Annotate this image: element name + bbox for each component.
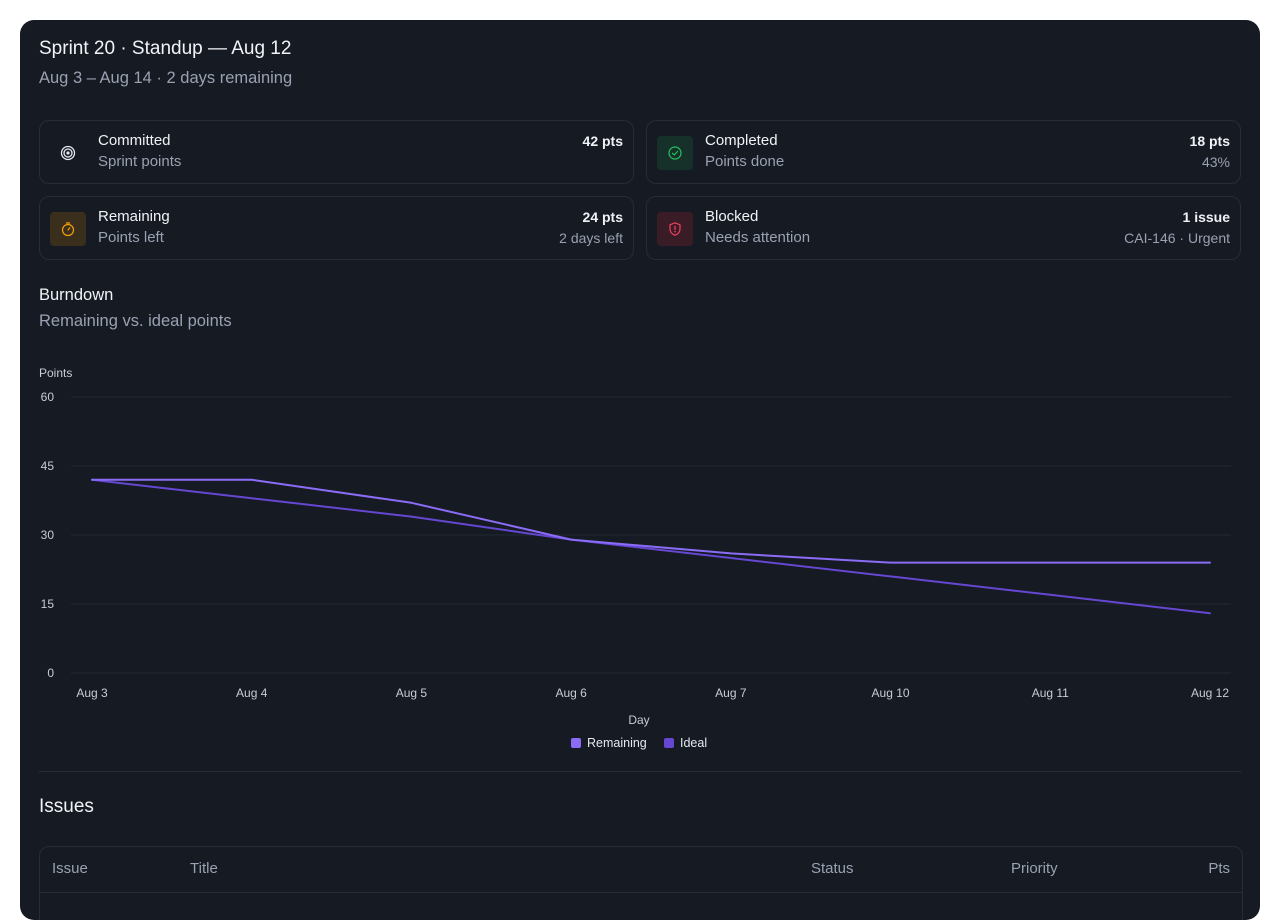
y-tick-label: 30 [41, 528, 55, 542]
x-tick-label: Aug 3 [76, 686, 108, 700]
stat-label: Blocked [705, 208, 759, 225]
x-tick-label: Aug 10 [872, 686, 910, 700]
burndown-subtitle: Remaining vs. ideal points [39, 312, 232, 330]
stat-secondary-value: 2 days left [559, 230, 623, 246]
stat-value: 18 pts [1189, 133, 1230, 149]
stopwatch-icon [50, 212, 86, 246]
stat-card-committed: Committed Sprint points 42 pts [39, 120, 634, 184]
x-tick-label: Aug 6 [555, 686, 587, 700]
x-axis-label: Day [628, 713, 649, 727]
y-axis-label: Points [39, 366, 72, 380]
column-header-status[interactable]: Status [811, 860, 854, 877]
page-subtitle: Aug 3 – Aug 14 · 2 days remaining [39, 69, 293, 87]
burndown-chart: Points 0 15 30 45 60 Aug 3 Aug 4 Aug 5 Aug 6 Aug 7… [39, 366, 1231, 750]
legend-label-remaining: Remaining [587, 736, 647, 750]
stat-value: 1 issue [1182, 209, 1230, 225]
series-line-ideal [91, 478, 1211, 615]
issues-title: Issues [39, 796, 94, 817]
section-divider [39, 771, 1241, 772]
stat-card-remaining: Remaining Points left 24 pts 2 days left [39, 196, 634, 260]
legend-label-ideal: Ideal [680, 736, 707, 750]
stat-sublabel: Points done [705, 153, 785, 170]
check-circle-icon [657, 136, 693, 170]
stat-card-completed: Completed Points done 18 pts 43% [646, 120, 1241, 184]
stat-label: Completed [705, 132, 778, 149]
column-header-issue[interactable]: Issue [52, 860, 88, 877]
page-title: Sprint 20 · Standup — Aug 12 [39, 38, 292, 59]
legend-swatch-remaining [571, 738, 581, 748]
target-icon [50, 136, 86, 170]
stat-value: 42 pts [582, 133, 623, 149]
stat-card-blocked: Blocked Needs attention 1 issue CAI-146 … [646, 196, 1241, 260]
y-tick-label: 15 [41, 597, 55, 611]
column-header-title[interactable]: Title [190, 860, 218, 877]
column-header-pts[interactable]: Pts [1208, 860, 1230, 877]
standup-panel: Sprint 20 · Standup — Aug 12 Aug 3 – Aug… [20, 20, 1260, 920]
series-line-remaining [91, 478, 1211, 564]
stat-label: Committed [98, 132, 171, 149]
shield-alert-icon [657, 212, 693, 246]
column-header-priority[interactable]: Priority [1011, 860, 1058, 877]
burndown-title: Burndown [39, 286, 114, 304]
x-tick-label: Aug 7 [715, 686, 747, 700]
x-tick-label: Aug 12 [1191, 686, 1229, 700]
stat-label: Remaining [98, 208, 170, 225]
stat-secondary-value: 43% [1201, 154, 1230, 170]
y-tick-label: 60 [41, 390, 55, 404]
stat-secondary-value: CAI-146 · Urgent [1124, 230, 1230, 246]
issues-table: Issue Title Status Priority Pts [39, 846, 1243, 920]
y-tick-label: 0 [47, 666, 54, 680]
x-tick-label: Aug 5 [396, 686, 428, 700]
stat-sublabel: Points left [98, 229, 164, 246]
x-tick-label: Aug 11 [1032, 686, 1069, 700]
stat-sublabel: Sprint points [98, 153, 182, 170]
table-header: Issue Title Status Priority Pts [40, 847, 1242, 893]
stat-value: 24 pts [582, 209, 623, 225]
y-tick-label: 45 [41, 459, 55, 473]
x-tick-label: Aug 4 [236, 686, 268, 700]
stat-sublabel: Needs attention [705, 229, 811, 246]
legend-swatch-ideal [664, 738, 674, 748]
